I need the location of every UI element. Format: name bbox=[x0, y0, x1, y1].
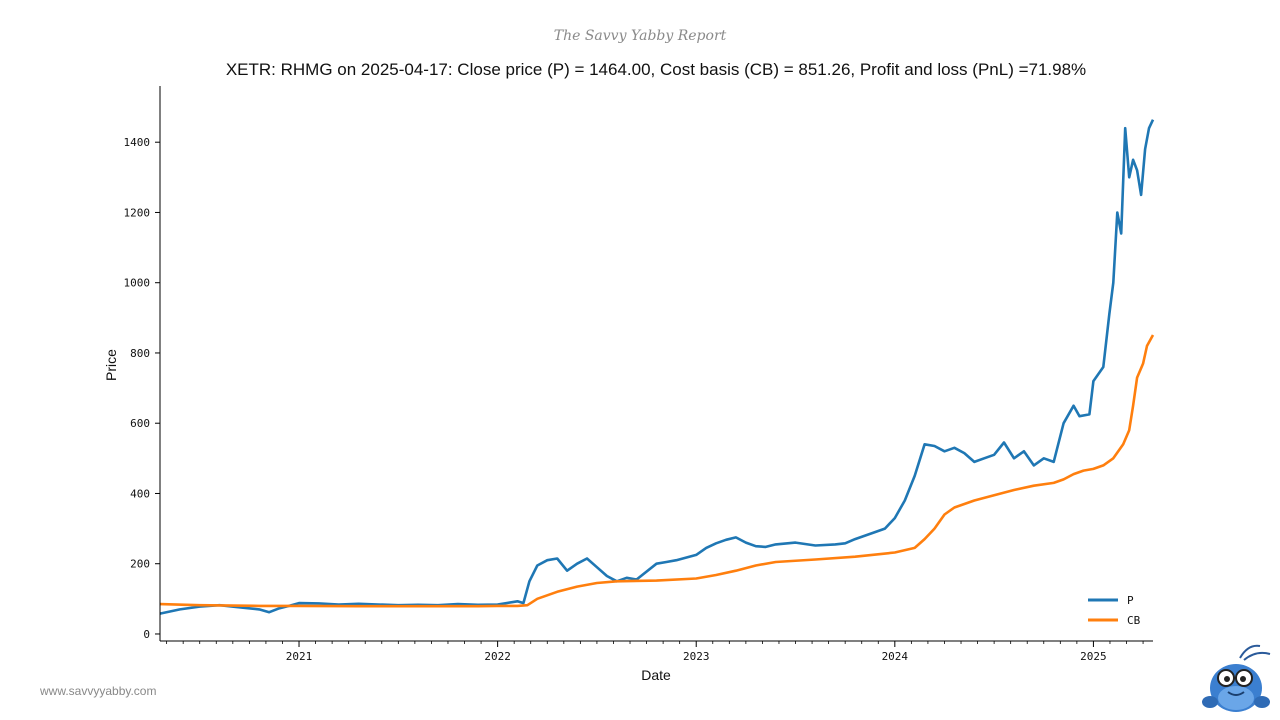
y-axis-title: Price bbox=[103, 349, 119, 381]
y-tick-label: 600 bbox=[130, 417, 150, 430]
header-brand: The Savvy Yabby Report bbox=[553, 28, 727, 44]
yabby-mascot-icon bbox=[1202, 644, 1271, 712]
x-tick-label: 2022 bbox=[484, 650, 511, 663]
x-tick-label: 2021 bbox=[286, 650, 313, 663]
y-tick-label: 1200 bbox=[124, 206, 151, 219]
x-tick-label: 2023 bbox=[683, 650, 710, 663]
legend-label-cb: CB bbox=[1127, 614, 1141, 627]
y-tick-label: 1000 bbox=[124, 277, 151, 290]
legend-label-p: P bbox=[1127, 594, 1134, 607]
y-tick-label: 200 bbox=[130, 558, 150, 571]
y-tick-label: 800 bbox=[130, 347, 150, 360]
y-tick-label: 400 bbox=[130, 487, 150, 500]
y-tick-label: 0 bbox=[143, 628, 150, 641]
series-line-p bbox=[159, 119, 1155, 615]
chart-title: XETR: RHMG on 2025-04-17: Close price (P… bbox=[225, 60, 1087, 79]
footer-url[interactable]: www.savvyyabby.com bbox=[40, 684, 157, 698]
x-axis-title: Date bbox=[641, 667, 671, 683]
legend: P CB bbox=[1088, 594, 1141, 627]
y-tick-label: 1400 bbox=[124, 136, 151, 149]
x-tick-label: 2024 bbox=[882, 650, 909, 663]
series-line-cb bbox=[159, 334, 1155, 608]
x-tick-label: 2025 bbox=[1080, 650, 1107, 663]
